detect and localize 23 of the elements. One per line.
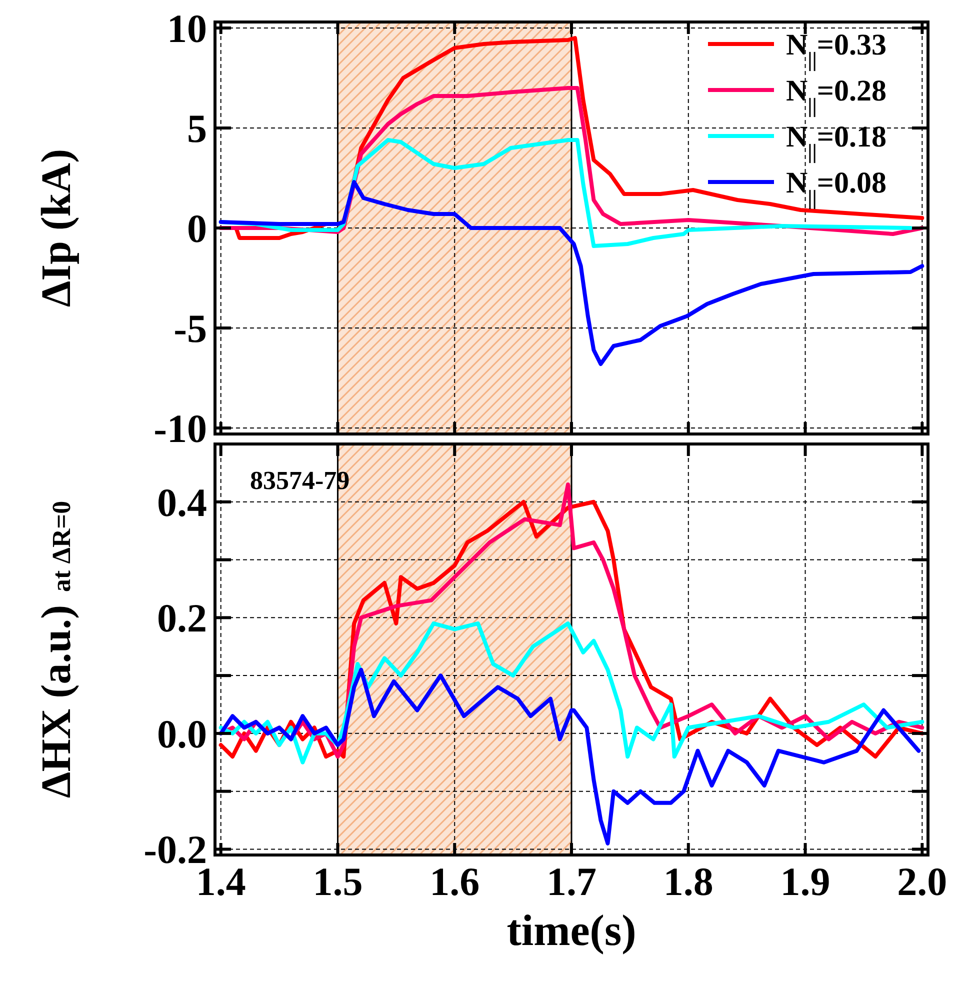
y-tick-label: -10 [154,406,207,451]
y-tick-label: 10 [167,6,207,51]
line-series [218,621,924,764]
legend-label: N$_{||}$=0.28 [786,74,887,118]
line-series [218,668,921,846]
x-tick-label: 1.5 [312,859,363,904]
x-tick-label: 1.7 [546,859,596,904]
y-tick-label: 0.0 [157,711,207,756]
legend-label: N$_{||}$=0.18 [786,120,887,164]
x-tick-label: 1.8 [663,859,714,904]
legend-label: N$_{||}$=0.08 [786,166,887,210]
x-tick-label: 2.0 [897,859,948,904]
y-tick-label: 0.2 [157,596,207,641]
y-tick-label: -5 [174,306,207,351]
y-tick-label: 0 [187,206,207,251]
x-axis-title: time(s) [506,906,636,955]
y-axis-title: ΔIp (kA) [34,148,80,308]
y-tick-label: 0.4 [157,480,207,525]
legend-label: N$_{||}$=0.33 [786,28,887,72]
x-tick-label: 1.6 [430,859,480,904]
y-axis-title: ΔHX (a.u.) at ΔR=0 [34,500,80,798]
x-tick-label: 1.9 [780,859,830,904]
y-tick-label: 5 [187,106,207,151]
